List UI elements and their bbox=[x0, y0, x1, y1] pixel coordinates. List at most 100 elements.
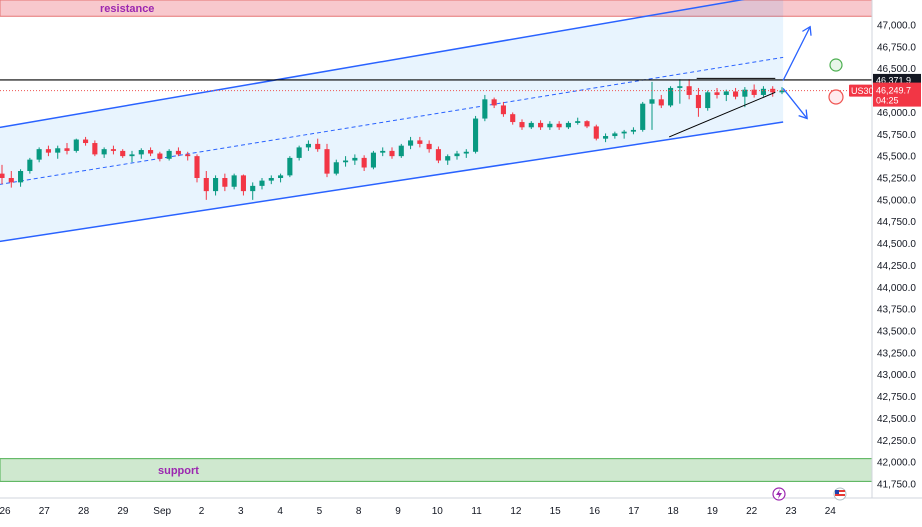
price-tick-label: 42,250.0 bbox=[877, 436, 916, 447]
candle bbox=[473, 115, 479, 154]
price-tick-label: 45,750.0 bbox=[877, 130, 916, 141]
candle bbox=[370, 150, 376, 170]
price-tick-label: 41,750.0 bbox=[877, 480, 916, 491]
channel-fill bbox=[0, 0, 784, 242]
candle bbox=[491, 97, 497, 109]
candle bbox=[510, 112, 516, 125]
candle bbox=[603, 133, 609, 143]
candle bbox=[240, 174, 246, 196]
time-tick-label: Sep bbox=[153, 506, 171, 517]
candle bbox=[194, 154, 200, 183]
price-tick-label: 43,000.0 bbox=[877, 370, 916, 381]
candle bbox=[203, 171, 209, 200]
time-tick-label: 16 bbox=[589, 506, 601, 517]
time-tick-label: 27 bbox=[39, 506, 51, 517]
candle bbox=[528, 121, 534, 130]
time-tick-label: 23 bbox=[785, 506, 797, 517]
countdown-text: 04:25 bbox=[876, 96, 899, 106]
candle bbox=[73, 138, 79, 153]
candle bbox=[101, 147, 107, 158]
bearish-projection-arrow[interactable] bbox=[782, 88, 808, 120]
candle bbox=[380, 147, 386, 157]
time-tick-label: 12 bbox=[510, 506, 522, 517]
time-tick-label: 10 bbox=[432, 506, 444, 517]
candle bbox=[324, 143, 330, 178]
candle bbox=[426, 140, 432, 153]
candle bbox=[213, 175, 219, 196]
support-zone[interactable] bbox=[0, 458, 873, 482]
candle bbox=[333, 159, 339, 176]
lightning-icon[interactable] bbox=[772, 487, 786, 501]
level-price-tag-text: 46,371.9 bbox=[876, 75, 911, 85]
symbol-tag[interactable] bbox=[849, 84, 872, 97]
candle bbox=[500, 101, 506, 117]
candle bbox=[120, 149, 126, 158]
channel-upper-line[interactable] bbox=[0, 0, 783, 130]
candle bbox=[36, 147, 42, 163]
time-tick-label: 4 bbox=[277, 506, 283, 517]
us-flag-icon[interactable] bbox=[833, 487, 847, 501]
resistance-zone-label: resistance bbox=[100, 3, 154, 15]
candle bbox=[389, 147, 395, 159]
candle bbox=[760, 86, 766, 97]
channel-midline[interactable] bbox=[0, 56, 784, 186]
candle bbox=[593, 124, 599, 141]
zones-layer: resistance support bbox=[0, 0, 873, 482]
candles-layer bbox=[0, 79, 785, 200]
green-signal-icon[interactable] bbox=[829, 58, 843, 72]
candle bbox=[640, 101, 646, 132]
candle bbox=[315, 138, 321, 152]
candle bbox=[296, 145, 302, 161]
candle bbox=[584, 120, 590, 129]
price-tick-label: 44,500.0 bbox=[877, 239, 916, 250]
time-tick-label: 26 bbox=[0, 506, 11, 517]
time-tick-label: 5 bbox=[317, 506, 323, 517]
time-tick-label: 19 bbox=[707, 506, 719, 517]
candle bbox=[482, 94, 488, 122]
price-tick-label: 45,500.0 bbox=[877, 152, 916, 163]
candle bbox=[27, 157, 33, 174]
time-axis[interactable]: 26 27 28 29 Sep 2 3 4 5 8 9 10 11 12 15 16 17 18 19 22 23 24 bbox=[0, 487, 922, 517]
candle bbox=[547, 121, 553, 130]
candle bbox=[148, 147, 154, 157]
time-tick-label: 18 bbox=[668, 506, 680, 517]
price-tick-label: 44,750.0 bbox=[877, 217, 916, 228]
candle bbox=[538, 120, 544, 130]
candle bbox=[83, 136, 89, 146]
candle bbox=[649, 81, 655, 130]
time-tick-label: 28 bbox=[78, 506, 90, 517]
candle bbox=[658, 94, 664, 109]
candle bbox=[770, 86, 776, 97]
price-tick-label: 43,750.0 bbox=[877, 305, 916, 316]
current-price-tag bbox=[873, 82, 921, 107]
candle bbox=[64, 143, 70, 155]
overlay-layer bbox=[0, 25, 872, 138]
candle bbox=[519, 119, 525, 130]
candle bbox=[398, 143, 404, 158]
candle bbox=[157, 151, 163, 162]
candle bbox=[129, 150, 135, 163]
price-axis[interactable]: 41,750.0 42,000.0 42,250.0 42,500.0 42,750.0… bbox=[849, 0, 921, 498]
candle bbox=[268, 175, 274, 185]
candle bbox=[686, 79, 692, 100]
candle bbox=[621, 129, 627, 139]
red-signal-icon[interactable] bbox=[828, 89, 844, 105]
time-tick-label: 9 bbox=[395, 506, 401, 517]
candle bbox=[714, 87, 720, 99]
candle bbox=[575, 117, 581, 125]
support-zone-label: support bbox=[158, 465, 199, 477]
bullish-projection-arrow[interactable] bbox=[782, 25, 812, 81]
candle bbox=[352, 154, 358, 165]
candle bbox=[55, 145, 61, 159]
triangle-support-line[interactable] bbox=[668, 91, 776, 138]
channel-lower-line[interactable] bbox=[0, 121, 784, 244]
price-tick-label: 46,750.0 bbox=[877, 42, 916, 53]
price-tick-label: 44,250.0 bbox=[877, 261, 916, 272]
candle bbox=[231, 173, 237, 190]
candle bbox=[751, 84, 757, 98]
price-tick-label: 46,500.0 bbox=[877, 64, 916, 75]
candle bbox=[779, 87, 785, 95]
candle bbox=[250, 182, 256, 200]
price-tick-label: 47,000.0 bbox=[877, 21, 916, 32]
